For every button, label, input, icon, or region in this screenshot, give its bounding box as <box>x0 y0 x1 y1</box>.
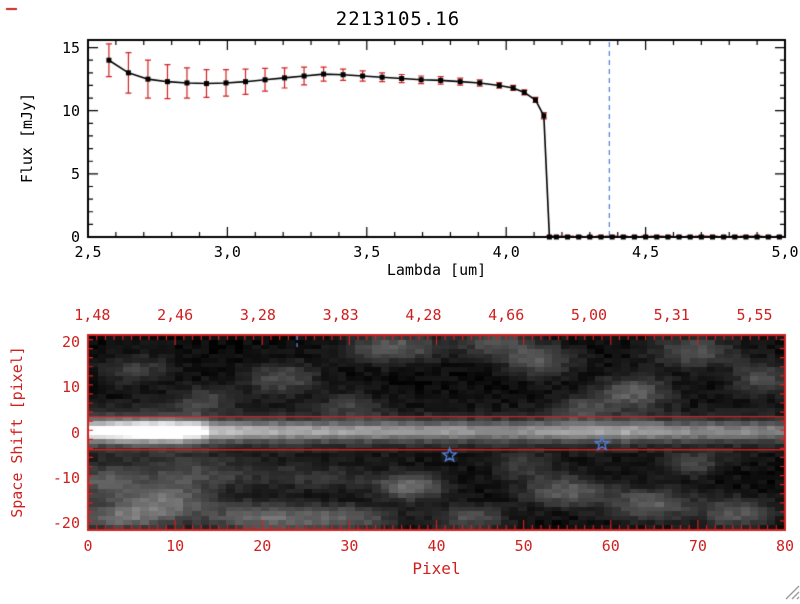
wavelength-top-tick-label: 5,55 <box>736 306 773 324</box>
bottom-y-tick-label: -20 <box>52 514 80 533</box>
bottom-x-tick-label: 10 <box>166 537 185 555</box>
top-y-tick-label: 5 <box>70 164 80 183</box>
bottom-x-tick-label: 20 <box>253 537 272 555</box>
bottom-x-tick-label: 30 <box>340 537 359 555</box>
bottom-y-tick-label: -10 <box>52 468 80 487</box>
top-x-tick-label: 2,5 <box>74 243 102 261</box>
wavelength-top-tick-label: 4,28 <box>405 306 442 324</box>
bottom-x-tick-label: 70 <box>688 537 707 555</box>
flux-axis-label: Flux [mJy] <box>18 92 36 184</box>
bottom-y-tick-label: 20 <box>61 332 80 351</box>
bottom-x-tick-label: 80 <box>775 537 795 555</box>
pixel-axis-label: Pixel <box>412 559 461 578</box>
wavelength-top-tick-label: 2,46 <box>157 306 194 324</box>
bottom-x-tick-label: 0 <box>83 537 93 555</box>
top-x-tick-label: 3,0 <box>213 243 241 261</box>
bottom-y-tick-label: 0 <box>70 423 80 442</box>
wavelength-top-tick-label: 1,48 <box>74 306 111 324</box>
bottom-x-tick-label: 60 <box>601 537 620 555</box>
top-x-tick-label: 4,0 <box>492 243 520 261</box>
top-x-tick-label: 4,5 <box>632 243 660 261</box>
resize-grip-icon[interactable] <box>784 584 800 600</box>
top-x-tick-label: 3,5 <box>353 243 381 261</box>
wavelength-top-tick-label: 4,66 <box>488 306 525 324</box>
wavelength-top-tick-label: 3,28 <box>239 306 276 324</box>
top-y-tick-label: 0 <box>70 228 80 246</box>
wavelength-top-tick-label: 5,31 <box>653 306 690 324</box>
top-y-tick-label: 10 <box>61 101 80 120</box>
bottom-x-tick-label: 40 <box>427 537 446 555</box>
top-x-tick-label: 5,0 <box>771 243 799 261</box>
lambda-axis-label: Lambda [um] <box>386 261 487 279</box>
chart-title: 2213105.16 <box>335 8 461 30</box>
wavelength-top-tick-label: 5,00 <box>570 306 608 324</box>
space-shift-axis-label: Space Shift [pixel] <box>8 346 26 518</box>
bottom-y-tick-label: 10 <box>61 378 80 397</box>
wavelength-top-tick-label: 3,83 <box>322 306 359 324</box>
bottom-x-tick-label: 50 <box>514 537 533 555</box>
top-y-tick-label: 15 <box>61 38 80 57</box>
